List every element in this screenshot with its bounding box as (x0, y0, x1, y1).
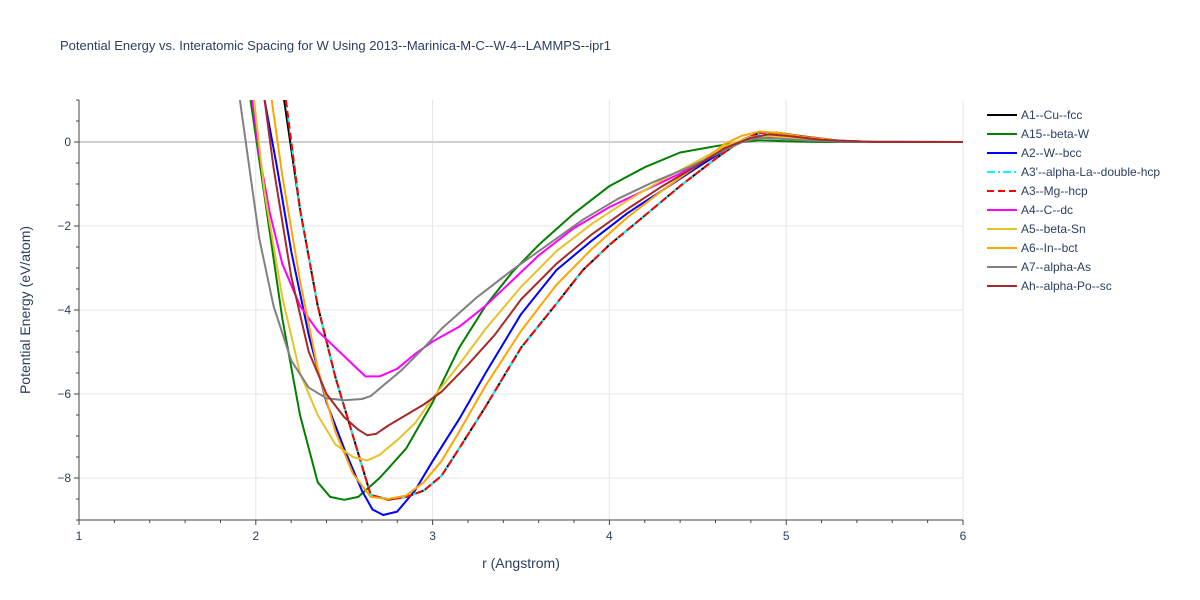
legend-item[interactable]: A3'--alpha-La--double-hcp (987, 165, 1160, 179)
x-tick-label: 1 (76, 529, 83, 543)
legend[interactable]: A1--Cu--fcc A15--beta-W A2--W--bcc A3'--alp… (987, 108, 1160, 293)
legend-label: A4--C--dc (1021, 203, 1073, 217)
legend-label: Ah--alpha-Po--sc (1021, 279, 1112, 293)
legend-label: A15--beta-W (1021, 127, 1090, 141)
series-line-9[interactable] (263, 100, 963, 437)
y-tick-label: −6 (57, 387, 71, 401)
x-tick-label: 6 (960, 529, 967, 543)
legend-item[interactable]: A1--Cu--fcc (987, 108, 1082, 122)
series-line-2[interactable] (263, 100, 963, 516)
legend-item[interactable]: A4--C--dc (987, 203, 1073, 217)
grid (79, 100, 964, 520)
legend-label: A6--In--bct (1021, 241, 1078, 255)
legend-item[interactable]: A6--In--bct (987, 241, 1078, 255)
y-axis-title: Potential Energy (eV/atom) (17, 226, 33, 394)
series-line-7[interactable] (270, 100, 963, 500)
legend-label: A2--W--bcc (1021, 146, 1081, 160)
legend-label: A3'--alpha-La--double-hcp (1021, 165, 1160, 179)
series-line-3[interactable] (284, 100, 963, 500)
x-tick-label: 4 (606, 529, 613, 543)
series-line-1[interactable] (249, 100, 964, 501)
y-tick-label: 0 (64, 135, 71, 149)
legend-label: A1--Cu--fcc (1021, 108, 1082, 122)
axes: 1 2 3 4 5 6 0 −2 −4 −6 −8 (57, 99, 967, 543)
x-tick-label: 5 (783, 529, 790, 543)
legend-item[interactable]: A3--Mg--hcp (987, 184, 1088, 198)
chart-title: Potential Energy vs. Interatomic Spacing… (60, 38, 611, 53)
series-line-6[interactable] (253, 100, 963, 462)
legend-label: A7--alpha-As (1021, 260, 1091, 274)
plot-area[interactable] (238, 100, 964, 516)
legend-item[interactable]: A7--alpha-As (987, 260, 1091, 274)
series-line-8[interactable] (238, 100, 963, 402)
legend-item[interactable]: A5--beta-Sn (987, 222, 1086, 236)
legend-label: A5--beta-Sn (1021, 222, 1086, 236)
series-line-0[interactable] (283, 100, 963, 501)
legend-item[interactable]: A15--beta-W (987, 127, 1090, 141)
y-tick-label: −8 (57, 471, 71, 485)
x-axis-title: r (Angstrom) (482, 555, 560, 571)
x-tick-label: 2 (252, 529, 259, 543)
legend-item[interactable]: Ah--alpha-Po--sc (987, 279, 1112, 293)
y-tick-label: −2 (57, 219, 71, 233)
legend-item[interactable]: A2--W--bcc (987, 146, 1081, 160)
y-tick-label: −4 (57, 303, 71, 317)
series-line-4[interactable] (284, 100, 963, 501)
legend-label: A3--Mg--hcp (1021, 184, 1088, 198)
x-tick-label: 3 (429, 529, 436, 543)
